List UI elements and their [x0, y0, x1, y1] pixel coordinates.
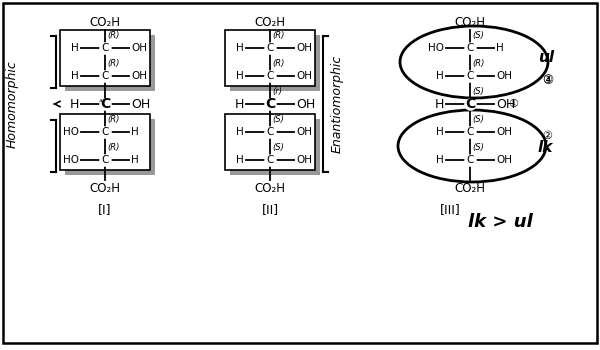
Text: (S): (S)	[472, 31, 484, 40]
Text: C: C	[101, 127, 109, 137]
Text: ①: ①	[508, 99, 518, 109]
Text: OH: OH	[296, 155, 312, 165]
Text: [II]: [II]	[262, 203, 278, 217]
Text: OH: OH	[296, 43, 312, 53]
Text: [III]: [III]	[440, 203, 460, 217]
FancyBboxPatch shape	[60, 114, 150, 170]
Text: (R): (R)	[107, 115, 119, 124]
Text: (R): (R)	[107, 143, 119, 152]
Text: H: H	[131, 155, 139, 165]
Text: OH: OH	[131, 98, 150, 111]
Text: H: H	[236, 155, 244, 165]
Text: OH: OH	[296, 71, 312, 81]
Text: H: H	[235, 98, 244, 111]
Text: ②: ②	[542, 131, 552, 141]
Text: CO₂H: CO₂H	[455, 15, 485, 28]
Text: (S): (S)	[272, 115, 284, 124]
Text: OH: OH	[131, 43, 147, 53]
FancyBboxPatch shape	[230, 119, 320, 175]
Text: ④: ④	[542, 74, 553, 86]
FancyBboxPatch shape	[225, 114, 315, 170]
Text: H: H	[436, 71, 444, 81]
Text: ③: ③	[542, 75, 552, 85]
Text: (r): (r)	[272, 87, 282, 96]
Text: H: H	[236, 127, 244, 137]
FancyBboxPatch shape	[230, 35, 320, 91]
Text: C: C	[266, 43, 274, 53]
Text: H: H	[236, 43, 244, 53]
Text: ul: ul	[538, 50, 554, 65]
Text: C: C	[101, 43, 109, 53]
Text: Homomorphic: Homomorphic	[5, 60, 19, 148]
FancyBboxPatch shape	[3, 3, 597, 343]
Text: C: C	[266, 155, 274, 165]
Text: CO₂H: CO₂H	[89, 182, 121, 195]
Text: OH: OH	[496, 155, 512, 165]
Text: (R): (R)	[272, 59, 284, 68]
FancyBboxPatch shape	[225, 30, 315, 86]
FancyBboxPatch shape	[60, 30, 150, 86]
FancyBboxPatch shape	[65, 119, 155, 175]
Text: C: C	[100, 97, 110, 111]
Text: H: H	[436, 155, 444, 165]
Text: H: H	[70, 98, 79, 111]
Text: C: C	[465, 97, 475, 111]
Text: H: H	[71, 71, 79, 81]
Text: H: H	[71, 43, 79, 53]
Text: lk: lk	[538, 140, 553, 155]
Text: (S): (S)	[472, 87, 484, 96]
Text: (S): (S)	[472, 143, 484, 152]
Text: C: C	[101, 71, 109, 81]
Text: (R): (R)	[472, 59, 484, 68]
Text: OH: OH	[296, 98, 315, 111]
Text: CO₂H: CO₂H	[455, 182, 485, 195]
Text: C: C	[466, 43, 473, 53]
Text: (S): (S)	[272, 143, 284, 152]
Text: H: H	[434, 98, 444, 111]
Text: lk > ul: lk > ul	[467, 213, 532, 231]
Text: (R): (R)	[107, 31, 119, 40]
Text: Enantiomorphic: Enantiomorphic	[331, 55, 343, 153]
Text: C: C	[466, 155, 473, 165]
Text: H: H	[436, 127, 444, 137]
Text: H: H	[496, 43, 504, 53]
Text: C: C	[466, 71, 473, 81]
Text: H: H	[131, 127, 139, 137]
Text: C: C	[101, 155, 109, 165]
Text: HO: HO	[428, 43, 444, 53]
Text: CO₂H: CO₂H	[254, 15, 286, 28]
Text: C: C	[265, 97, 275, 111]
Text: OH: OH	[296, 127, 312, 137]
Text: CO₂H: CO₂H	[89, 15, 121, 28]
Text: C: C	[266, 127, 274, 137]
Text: (R): (R)	[107, 59, 119, 68]
Text: OH: OH	[131, 71, 147, 81]
Text: OH: OH	[496, 71, 512, 81]
Text: ⁴: ⁴	[98, 98, 102, 107]
FancyBboxPatch shape	[65, 35, 155, 91]
Text: H: H	[236, 71, 244, 81]
Text: HO: HO	[63, 127, 79, 137]
Text: CO₂H: CO₂H	[254, 182, 286, 195]
Text: OH: OH	[496, 127, 512, 137]
Text: (R): (R)	[272, 31, 284, 40]
Text: OH: OH	[496, 98, 515, 111]
Text: C: C	[466, 127, 473, 137]
Text: (S): (S)	[472, 115, 484, 124]
Text: HO: HO	[63, 155, 79, 165]
Text: C: C	[266, 71, 274, 81]
Text: [I]: [I]	[98, 203, 112, 217]
